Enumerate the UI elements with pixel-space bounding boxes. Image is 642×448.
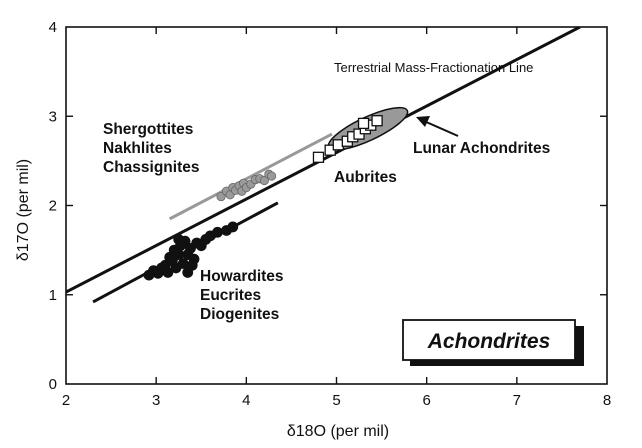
- hed-point: [162, 267, 174, 278]
- aubrite-point: [312, 151, 325, 163]
- x-tick-label: 2: [62, 392, 70, 409]
- x-tick-label: 7: [513, 392, 521, 409]
- lunar-achondrites-label: Lunar Achondrites: [413, 140, 550, 157]
- y-axis-title: δ17O (per mil): [15, 159, 32, 261]
- x-tick-label: 3: [152, 392, 160, 409]
- hed-point: [173, 249, 185, 260]
- y-tick-label: 0: [49, 376, 57, 393]
- fractionation-line-2: [168, 132, 333, 221]
- snc-point: [216, 191, 226, 202]
- hed-label-2: Diogenites: [200, 306, 279, 323]
- snc-label-2: Chassignites: [103, 159, 199, 176]
- hed-point: [186, 259, 198, 271]
- hed-point: [177, 258, 189, 269]
- hed-label-1: Eucrites: [200, 287, 261, 304]
- x-tick-label: 8: [603, 392, 611, 409]
- y-tick-label: 4: [49, 19, 57, 36]
- y-tick-label: 2: [49, 198, 57, 215]
- aubrite-point: [371, 115, 383, 127]
- plot-area: 2 3 4 5 6 7 8 0 1 2 3 4 Terrestrial Mass-Fractionati…: [49, 19, 612, 409]
- achondrites-box: [402, 319, 576, 361]
- aubrite-point: [357, 117, 370, 130]
- hed-point: [227, 221, 239, 233]
- x-tick-label: 6: [422, 392, 430, 409]
- y-tick-label: 1: [49, 287, 57, 304]
- x-axis-label: δ18O (per mil): [287, 423, 389, 440]
- terrestrial-line-label: Terrestrial Mass-Fractionation Line: [334, 60, 533, 75]
- hed-point: [173, 234, 185, 245]
- x-tick-label: 5: [332, 392, 340, 409]
- lunar-arrow-head: [416, 116, 430, 127]
- hed-point: [212, 226, 223, 238]
- achondrites-box-label: Achondrites: [427, 330, 551, 353]
- lunar-arrow-shaft: [423, 120, 459, 137]
- y-axis-label: δ17O (per mil): [15, 159, 32, 261]
- y-tick-label: 3: [49, 108, 57, 125]
- hed-label-0: Howardites: [200, 268, 284, 285]
- aubrites-label: Aubrites: [334, 169, 397, 186]
- snc-label-1: Nakhlites: [103, 140, 172, 157]
- snc-point: [266, 171, 277, 181]
- snc-point: [259, 175, 269, 186]
- x-tick-label: 4: [242, 392, 250, 409]
- snc-label-0: Shergottites: [103, 121, 193, 138]
